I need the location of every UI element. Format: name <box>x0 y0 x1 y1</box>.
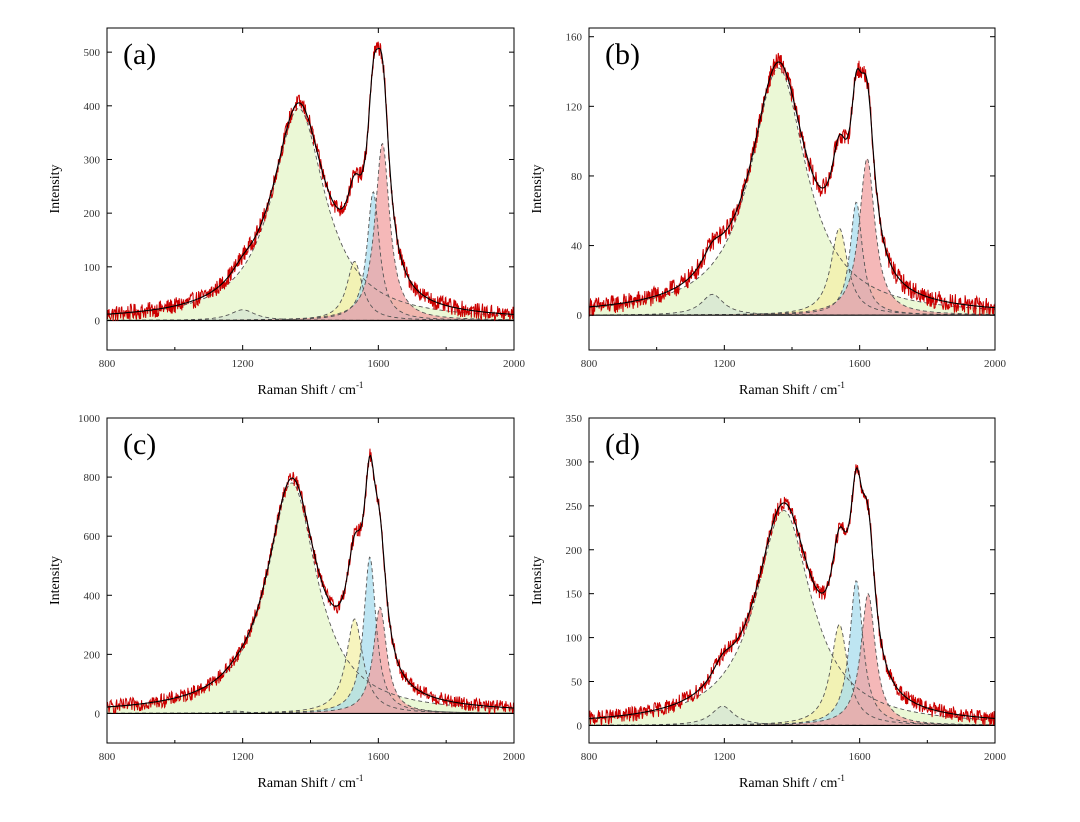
x-tick-label: 800 <box>581 751 598 763</box>
x-axis-label: Raman Shift / cm-1 <box>258 773 364 791</box>
y-tick-label: 300 <box>566 457 583 469</box>
fit-curve <box>107 47 514 315</box>
fit-curve <box>107 454 514 709</box>
component-curve-d3 <box>589 623 995 726</box>
x-tick-label: 2000 <box>503 751 526 763</box>
x-tick-label: 2000 <box>984 358 1007 370</box>
x-tick-label: 800 <box>99 751 116 763</box>
x-tick-label: 1200 <box>713 751 736 763</box>
x-axis-label-superscript: -1 <box>356 773 364 783</box>
component-curve-g <box>107 142 514 321</box>
component-curve-d3 <box>589 227 995 316</box>
y-tick-label: 1000 <box>78 413 101 425</box>
y-axis-label: Intensity <box>530 165 545 214</box>
panel-label: (d) <box>605 428 640 461</box>
x-axis-label-superscript: -1 <box>356 380 364 390</box>
y-axis-label: Intensity <box>48 165 63 214</box>
x-tick-label: 800 <box>581 358 598 370</box>
fit-curve <box>589 466 995 720</box>
x-axis-label: Raman Shift / cm-1 <box>739 773 845 791</box>
component-curve-d1 <box>589 509 995 721</box>
component-curve-d2 <box>107 556 514 714</box>
y-tick-label: 100 <box>84 262 101 274</box>
x-tick-label: 1200 <box>232 358 255 370</box>
y-tick-label: 800 <box>84 472 101 484</box>
y-axis-label: Intensity <box>48 556 63 605</box>
component-area-d1 <box>589 68 995 316</box>
component-area-d1 <box>589 510 995 726</box>
y-axis-label: Intensity <box>530 556 545 605</box>
y-tick-label: 200 <box>84 649 101 661</box>
x-tick-label: 1600 <box>367 751 390 763</box>
x-tick-label: 800 <box>99 358 116 370</box>
x-axis-label: Raman Shift / cm-1 <box>258 380 364 398</box>
y-tick-label: 400 <box>84 590 101 602</box>
fit-curve <box>589 61 995 309</box>
x-axis-label-superscript: -1 <box>837 380 845 390</box>
y-tick-label: 100 <box>566 633 583 645</box>
x-axis-label-text: Raman Shift / cm <box>258 776 356 791</box>
chart-panel: 800 1200 1600 2000 0 100 200 300 400 500 (a) Intens… <box>48 27 526 398</box>
x-tick-label: 2000 <box>503 358 526 370</box>
panel-label: (a) <box>123 38 156 71</box>
y-tick-label: 0 <box>577 310 583 322</box>
measured-spectrum <box>589 464 995 726</box>
x-axis-label-text: Raman Shift / cm <box>739 383 837 398</box>
component-curve-d1 <box>107 482 514 710</box>
y-tick-label: 300 <box>84 154 101 166</box>
y-tick-label: 200 <box>566 545 583 557</box>
x-tick-label: 1600 <box>367 358 390 370</box>
component-curve-d3 <box>107 618 514 714</box>
component-curve-d2 <box>107 191 514 321</box>
component-curve-g <box>589 157 995 316</box>
x-tick-label: 1600 <box>849 751 872 763</box>
x-axis-label-text: Raman Shift / cm <box>739 776 837 791</box>
x-axis-label-text: Raman Shift / cm <box>258 383 356 398</box>
plot-area <box>107 41 514 322</box>
x-tick-label: 1600 <box>849 358 872 370</box>
component-curve-d4 <box>589 705 995 726</box>
chart-panel: 800 1200 1600 2000 0 40 80 120 160 (b) Intensity Ra… <box>530 27 1007 398</box>
x-axis-label-superscript: -1 <box>837 773 845 783</box>
component-curve-g <box>107 606 514 714</box>
plot-area <box>107 448 514 715</box>
y-tick-label: 40 <box>571 241 583 253</box>
y-tick-label: 200 <box>84 208 101 220</box>
plot-area <box>589 464 995 727</box>
component-area-d1 <box>107 483 514 714</box>
y-tick-label: 0 <box>577 720 583 732</box>
y-tick-label: 50 <box>571 677 583 689</box>
chart-panel: 800 1200 1600 2000 0 50 100 150 200 250 300 350 (d) I… <box>530 413 1007 791</box>
x-tick-label: 1200 <box>232 751 255 763</box>
component-curve-d2 <box>589 201 995 316</box>
panel-label: (b) <box>605 38 640 71</box>
y-tick-label: 250 <box>566 501 583 513</box>
component-area-d1 <box>107 108 514 321</box>
x-axis-label: Raman Shift / cm-1 <box>739 380 845 398</box>
panel-label: (c) <box>123 428 156 461</box>
plot-area <box>589 52 995 317</box>
y-tick-label: 400 <box>84 101 101 113</box>
chart-panel: 800 1200 1600 2000 0 200 400 600 800 1000 (c) Inten… <box>48 413 526 791</box>
y-tick-label: 160 <box>566 32 583 44</box>
y-tick-label: 0 <box>95 708 101 720</box>
measured-spectrum <box>589 52 995 317</box>
x-tick-label: 2000 <box>984 751 1007 763</box>
x-tick-label: 1200 <box>713 358 736 370</box>
y-tick-label: 150 <box>566 589 583 601</box>
y-tick-label: 80 <box>571 171 583 183</box>
y-tick-label: 500 <box>84 47 101 59</box>
component-curve-g <box>589 592 995 726</box>
y-tick-label: 120 <box>566 101 583 113</box>
y-tick-label: 350 <box>566 413 583 425</box>
y-tick-label: 0 <box>95 315 101 327</box>
component-curve-d2 <box>589 580 995 726</box>
y-tick-label: 600 <box>84 531 101 543</box>
